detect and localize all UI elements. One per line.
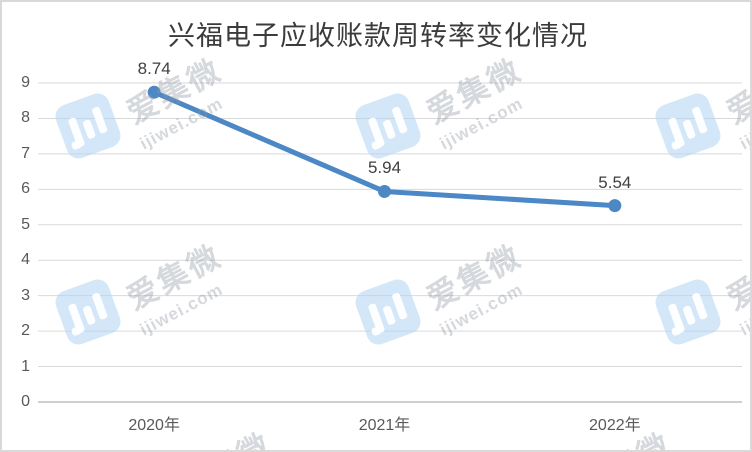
x-axis-label: 2021年 [358, 417, 411, 434]
y-tick-label: 9 [21, 74, 30, 91]
y-tick-label: 2 [21, 322, 30, 340]
y-tick-label: 7 [21, 144, 30, 162]
data-point-marker [147, 85, 161, 99]
y-tick-label: 1 [21, 357, 30, 375]
chart-title: 兴福电子应收账款周转率变化情况 [168, 21, 588, 51]
y-tick-label: 6 [21, 180, 30, 198]
x-axis-label: 2022年 [589, 417, 641, 434]
x-axis-label: 2020年 [128, 417, 180, 434]
data-label: 8.74 [137, 59, 171, 79]
y-tick-label: 4 [21, 251, 30, 269]
data-label: 5.94 [367, 158, 402, 178]
y-tick-label: 8 [21, 109, 30, 127]
y-tick-label: 0 [21, 393, 30, 410]
data-label: 5.54 [598, 172, 632, 192]
data-point-marker [608, 199, 622, 213]
data-point-marker [378, 184, 391, 198]
y-tick-label: 3 [21, 286, 30, 304]
y-tick-label: 5 [21, 215, 30, 233]
